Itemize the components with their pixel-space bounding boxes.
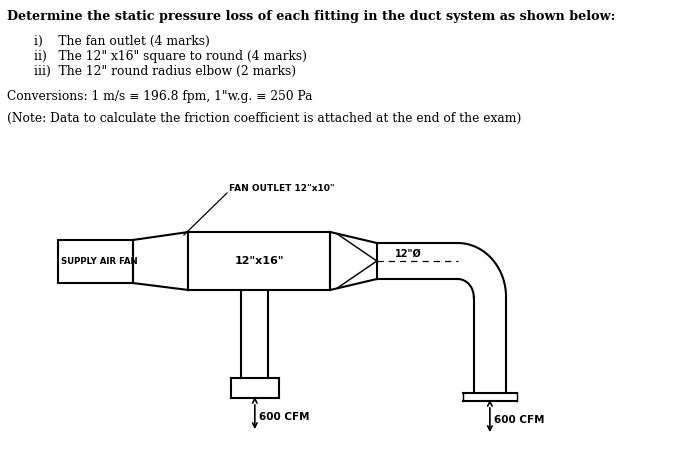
Text: ii)   The 12" x16" square to round (4 marks): ii) The 12" x16" square to round (4 mark… (34, 50, 307, 63)
Text: 600 CFM: 600 CFM (494, 415, 545, 425)
Text: (Note: Data to calculate the friction coefficient is attached at the end of the : (Note: Data to calculate the friction co… (7, 112, 522, 125)
Text: Determine the static pressure loss of each fitting in the duct system as shown b: Determine the static pressure loss of ea… (7, 10, 615, 23)
Text: FAN OUTLET 12"x10": FAN OUTLET 12"x10" (229, 184, 335, 193)
Text: Conversions: 1 m/s ≡ 196.8 fpm, 1"w.g. ≡ 250 Pa: Conversions: 1 m/s ≡ 196.8 fpm, 1"w.g. ≡… (7, 90, 313, 103)
Text: 12"x16": 12"x16" (234, 256, 284, 266)
Text: 12"Ø: 12"Ø (395, 249, 421, 259)
Bar (58, 240, 133, 283)
Text: SUPPLY AIR FAN: SUPPLY AIR FAN (61, 257, 138, 266)
Bar (188, 232, 330, 290)
Text: iii)  The 12" round radius elbow (2 marks): iii) The 12" round radius elbow (2 marks… (34, 65, 296, 78)
Text: 600 CFM: 600 CFM (259, 412, 310, 422)
Text: i)    The fan outlet (4 marks): i) The fan outlet (4 marks) (34, 35, 210, 48)
